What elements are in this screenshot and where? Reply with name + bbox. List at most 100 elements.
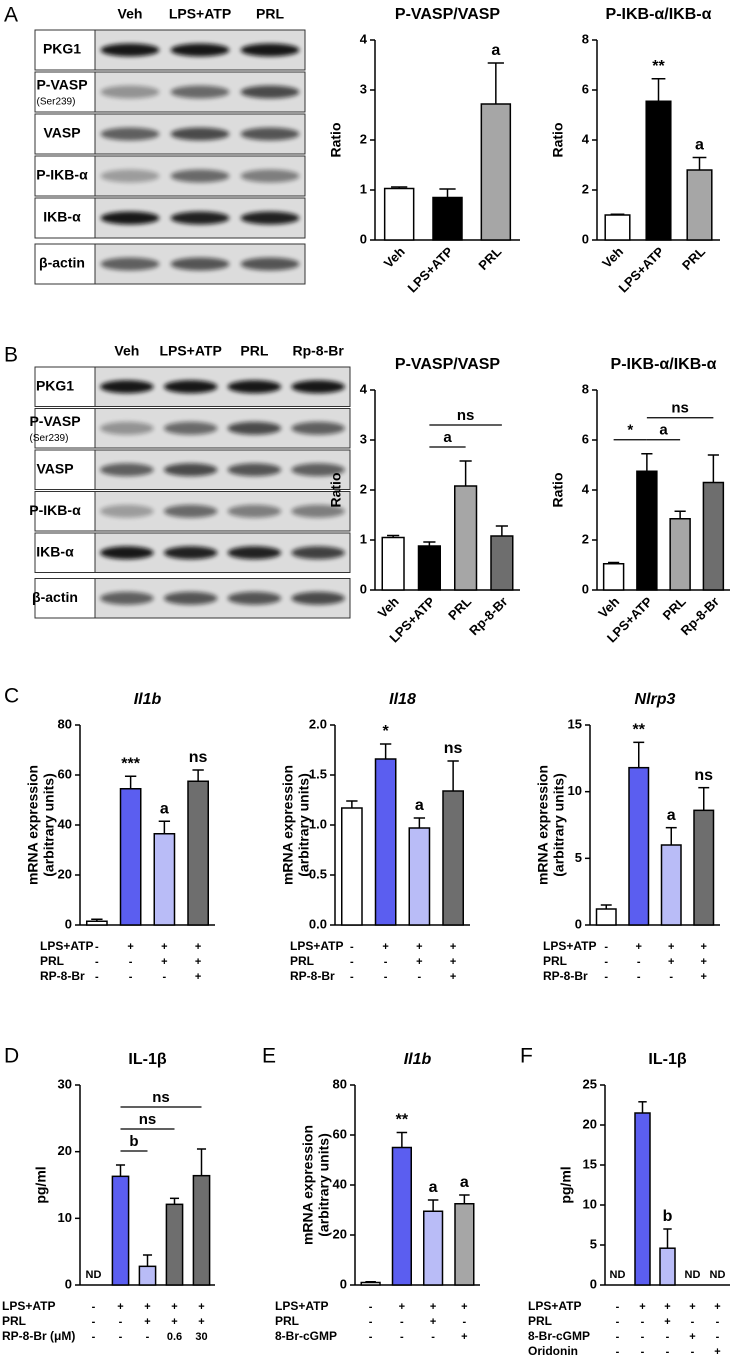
- bar: [153, 833, 176, 926]
- y-tick-label: 80: [58, 716, 72, 731]
- condition-mark: +: [668, 956, 674, 968]
- y-tick-label: 25: [583, 1076, 597, 1091]
- annotation: **: [396, 1112, 409, 1129]
- condition-mark: +: [117, 1301, 123, 1313]
- y-tick-label: 15: [568, 716, 582, 731]
- condition-mark: -: [119, 1316, 123, 1328]
- x-tick-label: LPS+ATP: [615, 244, 667, 296]
- annotation: ns: [444, 740, 463, 757]
- y-tick-label: 20: [58, 1143, 72, 1158]
- lane-label: Veh: [118, 6, 143, 22]
- condition-label: 8-Br-cGMP: [528, 1329, 590, 1343]
- lane-label: Rp-8-Br: [292, 343, 344, 359]
- bar: [417, 545, 441, 591]
- condition-label: PRL: [275, 1314, 299, 1328]
- condition-label: LPS+ATP: [543, 939, 596, 953]
- y-axis-label: (arbitrary units): [296, 773, 312, 876]
- bar: [659, 1247, 676, 1286]
- condition-label: LPS+ATP: [2, 1299, 55, 1313]
- blot-band: [291, 591, 345, 605]
- bar: [111, 1175, 130, 1286]
- significance-label: ns: [457, 407, 475, 424]
- y-axis-label: Ratio: [328, 473, 344, 508]
- condition-mark: +: [714, 1301, 720, 1313]
- annotation: ND: [710, 1269, 726, 1281]
- panel-label: A: [4, 4, 18, 27]
- condition-mark: +: [636, 941, 642, 953]
- y-tick-label: 6: [582, 81, 589, 96]
- y-tick-label: 60: [58, 766, 72, 781]
- blot-band: [170, 43, 230, 57]
- bar: [604, 214, 631, 241]
- blot-band: [227, 504, 282, 518]
- y-tick-label: 4: [582, 131, 590, 146]
- condition-label: Oridonin: [528, 1344, 578, 1358]
- chart-title: P-IKB-α/IKB-α: [611, 356, 717, 373]
- condition-label: RP-8-Br: [40, 969, 85, 983]
- condition-mark: +: [171, 1301, 177, 1313]
- y-tick-label: 0: [575, 916, 582, 931]
- panel-label: E: [262, 1045, 276, 1068]
- condition-mark: -: [616, 1301, 620, 1313]
- blot-band: [291, 546, 345, 560]
- blot-band: [291, 421, 345, 435]
- y-tick-label: 20: [58, 866, 72, 881]
- bar: [645, 100, 672, 241]
- blot-row-label: IKB-α: [43, 209, 81, 225]
- bar: [634, 1112, 651, 1286]
- condition-mark: +: [664, 1316, 670, 1328]
- x-tick-label: Veh: [595, 594, 622, 621]
- blot-row-label: PKG1: [43, 41, 81, 57]
- significance-label: ns: [139, 1111, 157, 1128]
- condition-mark: -: [616, 1346, 620, 1358]
- y-tick-label: 2: [360, 481, 367, 496]
- blot-band: [100, 463, 154, 477]
- y-tick-label: 10: [583, 1196, 597, 1211]
- bar: [432, 196, 463, 241]
- condition-mark: -: [691, 1316, 695, 1328]
- condition-mark: +: [195, 971, 201, 983]
- bar: [636, 470, 658, 591]
- blot-band: [100, 127, 160, 141]
- condition-label: LPS+ATP: [40, 939, 93, 953]
- bar: [628, 766, 650, 926]
- condition-label: RP-8-Br: [543, 969, 588, 983]
- blot-band: [100, 546, 154, 560]
- y-tick-label: 0: [582, 231, 589, 246]
- blot-row-note: (Ser239): [37, 97, 76, 108]
- blot-band: [240, 85, 300, 99]
- bar: [374, 758, 397, 926]
- blot-band: [291, 380, 345, 394]
- condition-mark: -: [604, 941, 608, 953]
- y-tick-label: 2: [360, 131, 367, 146]
- y-tick-label: 4: [582, 481, 590, 496]
- annotation: ND: [86, 1269, 102, 1281]
- condition-mark: +: [195, 956, 201, 968]
- condition-label: 8-Br-cGMP: [275, 1329, 337, 1343]
- x-tick-label: PRL: [679, 244, 708, 273]
- blot-row-label: β-actin: [39, 255, 85, 271]
- condition-mark: +: [144, 1301, 150, 1313]
- blot-band: [170, 127, 230, 141]
- panel-label: C: [4, 685, 19, 708]
- condition-mark: -: [431, 1331, 435, 1343]
- bar: [702, 481, 725, 591]
- y-tick-label: 40: [333, 1176, 347, 1191]
- significance-label: ns: [671, 400, 689, 417]
- condition-mark: +: [450, 971, 456, 983]
- lane-label: LPS+ATP: [159, 343, 221, 359]
- annotation: a: [415, 797, 424, 814]
- bar: [686, 169, 713, 241]
- blot-band: [227, 546, 282, 560]
- blot-band: [163, 546, 218, 560]
- bar: [693, 809, 715, 926]
- blot-row-label: PKG1: [36, 377, 74, 393]
- chart-title: Il18: [389, 691, 416, 708]
- blot-band: [100, 504, 154, 518]
- condition-mark: +: [416, 956, 422, 968]
- condition-mark: -: [637, 956, 641, 968]
- y-tick-label: 1: [360, 531, 367, 546]
- condition-mark: +: [144, 1316, 150, 1328]
- condition-mark: +: [198, 1301, 204, 1313]
